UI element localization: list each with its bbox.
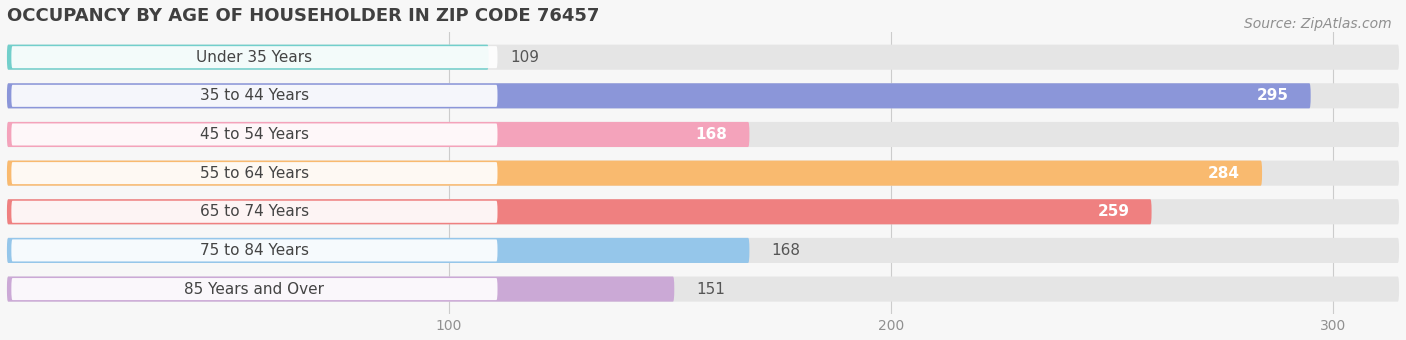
- FancyBboxPatch shape: [7, 83, 1399, 108]
- Text: 75 to 84 Years: 75 to 84 Years: [200, 243, 309, 258]
- FancyBboxPatch shape: [7, 276, 675, 302]
- Text: 259: 259: [1098, 204, 1129, 219]
- FancyBboxPatch shape: [7, 276, 1399, 302]
- FancyBboxPatch shape: [11, 123, 498, 146]
- Text: 35 to 44 Years: 35 to 44 Years: [200, 88, 309, 103]
- Text: OCCUPANCY BY AGE OF HOUSEHOLDER IN ZIP CODE 76457: OCCUPANCY BY AGE OF HOUSEHOLDER IN ZIP C…: [7, 7, 599, 25]
- Text: 284: 284: [1208, 166, 1240, 181]
- FancyBboxPatch shape: [7, 160, 1399, 186]
- Text: 85 Years and Over: 85 Years and Over: [184, 282, 325, 296]
- Text: 109: 109: [510, 50, 540, 65]
- FancyBboxPatch shape: [11, 85, 498, 107]
- FancyBboxPatch shape: [11, 278, 498, 300]
- FancyBboxPatch shape: [7, 122, 749, 147]
- FancyBboxPatch shape: [11, 239, 498, 261]
- Text: 295: 295: [1257, 88, 1288, 103]
- Text: Under 35 Years: Under 35 Years: [197, 50, 312, 65]
- FancyBboxPatch shape: [7, 238, 1399, 263]
- FancyBboxPatch shape: [7, 45, 489, 70]
- FancyBboxPatch shape: [7, 160, 1263, 186]
- FancyBboxPatch shape: [11, 201, 498, 223]
- Text: 55 to 64 Years: 55 to 64 Years: [200, 166, 309, 181]
- FancyBboxPatch shape: [11, 162, 498, 184]
- FancyBboxPatch shape: [11, 46, 498, 68]
- Text: 151: 151: [696, 282, 725, 296]
- Text: 168: 168: [696, 127, 727, 142]
- Text: 168: 168: [772, 243, 800, 258]
- FancyBboxPatch shape: [7, 122, 1399, 147]
- Text: Source: ZipAtlas.com: Source: ZipAtlas.com: [1244, 17, 1392, 31]
- FancyBboxPatch shape: [7, 45, 1399, 70]
- FancyBboxPatch shape: [7, 199, 1399, 224]
- FancyBboxPatch shape: [7, 238, 749, 263]
- FancyBboxPatch shape: [7, 83, 1310, 108]
- FancyBboxPatch shape: [7, 199, 1152, 224]
- Text: 45 to 54 Years: 45 to 54 Years: [200, 127, 309, 142]
- Text: 65 to 74 Years: 65 to 74 Years: [200, 204, 309, 219]
